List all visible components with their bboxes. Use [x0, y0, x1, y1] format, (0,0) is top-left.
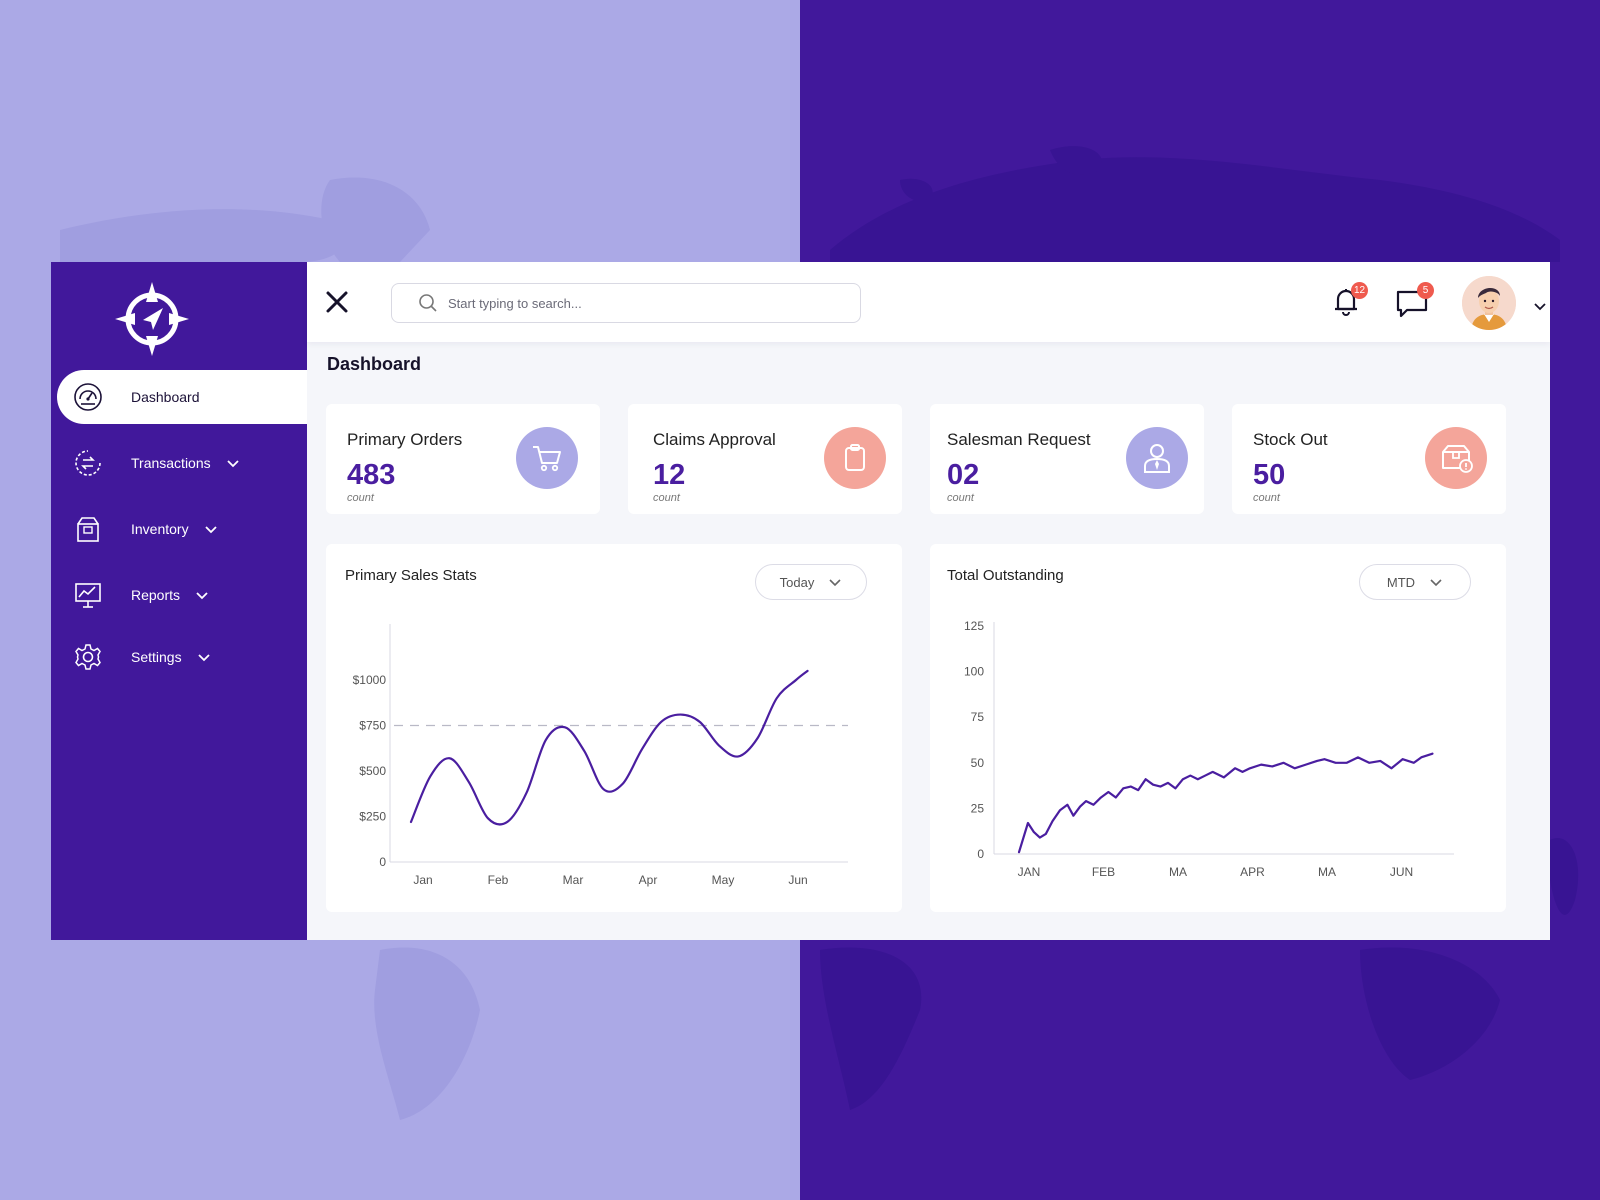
- x-tick-label: Jan: [413, 873, 432, 887]
- chevron-down-icon[interactable]: [196, 649, 212, 665]
- stat-label: Stock Out: [1253, 430, 1328, 449]
- chevron-down-icon: [1430, 579, 1442, 587]
- stat-value: 02: [947, 459, 980, 491]
- y-tick-label: $1000: [353, 673, 387, 687]
- search-box: [391, 283, 861, 323]
- chart-card-total-outstanding: Total Outstanding MTD 0 25 50 75 100 125 JAN FE…: [930, 544, 1506, 912]
- y-tick-label: 0: [379, 855, 386, 869]
- sidebar-item-settings[interactable]: Settings: [57, 630, 317, 684]
- x-tick-label: Apr: [639, 873, 658, 887]
- x-tick-label: Jun: [788, 873, 807, 887]
- chart-card-primary-sales: Primary Sales Stats Today 0 $250 $500 $750 $…: [326, 544, 902, 912]
- sidebar-item-reports[interactable]: Reports: [57, 568, 317, 622]
- bell-icon[interactable]: [1329, 284, 1363, 318]
- sidebar-item-transactions[interactable]: Transactions: [57, 436, 317, 490]
- sales-filter-dropdown[interactable]: Today: [755, 564, 867, 600]
- x-tick-label: MA: [1318, 865, 1336, 879]
- sidebar-item-label: Inventory: [131, 521, 189, 537]
- stat-unit: count: [1253, 492, 1280, 504]
- y-tick-label: 25: [971, 801, 985, 815]
- stat-card-primary-orders[interactable]: Primary Orders 483 count: [326, 404, 600, 514]
- stat-unit: count: [947, 492, 974, 504]
- dropdown-value: MTD: [1386, 574, 1416, 590]
- y-tick-label: $500: [359, 764, 386, 778]
- y-tick-label: $750: [359, 719, 386, 733]
- main-content: 12 5 Dashboard Prima: [307, 262, 1550, 940]
- sidebar: Dashboard Transactions Inventory Reports: [51, 262, 317, 940]
- search-input[interactable]: [448, 295, 848, 311]
- compass-logo-icon: [115, 282, 189, 356]
- notifications-badge: 12: [1351, 282, 1368, 299]
- avatar[interactable]: [1462, 276, 1516, 330]
- sidebar-item-dashboard[interactable]: Dashboard: [57, 370, 317, 424]
- x-tick-label: FEB: [1092, 865, 1115, 879]
- clipboard-icon: [824, 427, 886, 489]
- search-icon: [419, 294, 437, 312]
- presentation-chart-icon: [71, 578, 105, 612]
- chevron-down-icon[interactable]: [203, 521, 219, 537]
- stat-label: Claims Approval: [653, 430, 776, 449]
- chevron-down-icon: [829, 579, 841, 587]
- stat-unit: count: [347, 492, 374, 504]
- y-tick-label: 0: [977, 847, 984, 861]
- y-tick-label: 100: [964, 665, 984, 679]
- app-window: Dashboard Transactions Inventory Reports: [51, 262, 1550, 940]
- x-tick-label: JUN: [1390, 865, 1413, 879]
- sidebar-item-inventory[interactable]: Inventory: [57, 502, 317, 556]
- y-tick-label: 75: [971, 710, 985, 724]
- series-line: [1017, 752, 1434, 854]
- box-icon: [71, 512, 105, 546]
- chevron-down-icon[interactable]: [1532, 298, 1548, 314]
- x-tick-label: May: [712, 873, 735, 887]
- sidebar-item-label: Transactions: [131, 455, 211, 471]
- chevron-down-icon[interactable]: [225, 455, 241, 471]
- x-tick-label: APR: [1240, 865, 1265, 879]
- stat-value: 483: [347, 459, 396, 491]
- sidebar-item-label: Dashboard: [131, 389, 200, 405]
- page-title: Dashboard: [327, 354, 422, 374]
- outstanding-filter-dropdown[interactable]: MTD: [1359, 564, 1471, 600]
- close-icon[interactable]: [323, 288, 351, 316]
- x-tick-label: Mar: [563, 873, 584, 887]
- primary-sales-chart: 0 $250 $500 $750 $1000 Jan Feb Mar Apr May Jun: [353, 624, 848, 887]
- y-tick-label: 125: [964, 619, 984, 633]
- chevron-down-icon[interactable]: [194, 587, 210, 603]
- sidebar-item-label: Reports: [131, 587, 181, 603]
- stat-value: 12: [653, 459, 686, 491]
- x-tick-label: JAN: [1018, 865, 1041, 879]
- salesman-icon: [1126, 427, 1188, 489]
- series-line: [409, 669, 809, 826]
- stat-card-claims-approval[interactable]: Claims Approval 12 count: [628, 404, 902, 514]
- stat-card-salesman-request[interactable]: Salesman Request 02 count: [930, 404, 1204, 514]
- stat-label: Salesman Request: [947, 430, 1091, 449]
- stat-unit: count: [653, 492, 680, 504]
- x-tick-label: Feb: [488, 873, 509, 887]
- total-outstanding-chart: 0 25 50 75 100 125 JAN FEB MA APR MA JUN: [964, 619, 1454, 879]
- cart-icon: [516, 427, 578, 489]
- gear-icon: [71, 640, 105, 674]
- chart-title: Total Outstanding: [947, 567, 1064, 584]
- stat-card-stock-out[interactable]: Stock Out 50 count: [1232, 404, 1506, 514]
- y-tick-label: 50: [971, 756, 985, 770]
- stat-label: Primary Orders: [347, 430, 463, 449]
- messages-badge: 5: [1417, 282, 1434, 299]
- x-tick-label: MA: [1169, 865, 1187, 879]
- stat-value: 50: [1253, 459, 1286, 491]
- chart-title: Primary Sales Stats: [345, 567, 477, 584]
- exchange-icon: [71, 446, 105, 480]
- y-tick-label: $250: [359, 810, 386, 824]
- box-alert-icon: [1425, 427, 1487, 489]
- dropdown-value: Today: [779, 574, 815, 590]
- sidebar-item-label: Settings: [131, 649, 182, 665]
- topbar: 12 5: [307, 262, 1550, 342]
- speedometer-icon: [71, 380, 105, 414]
